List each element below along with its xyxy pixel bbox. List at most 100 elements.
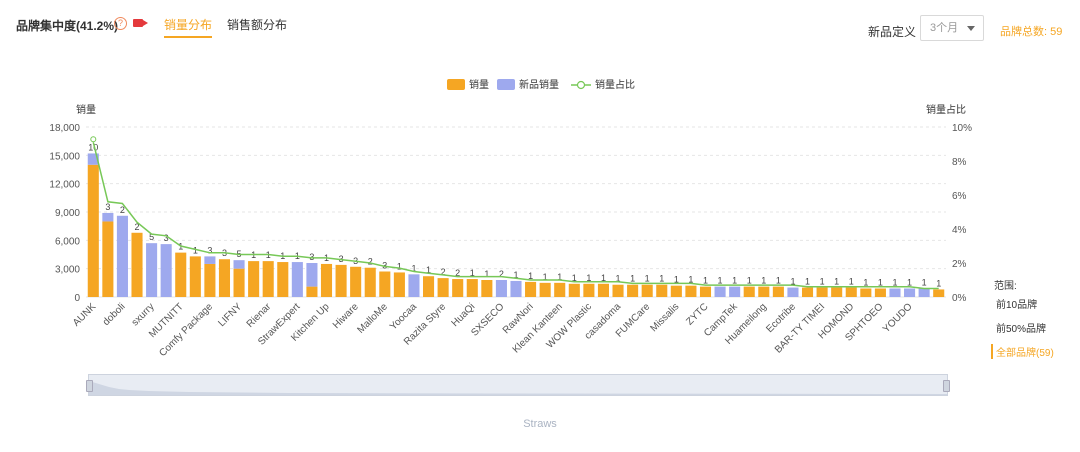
bar-new-sales [510,280,522,297]
y2-tick-label: 0% [952,293,967,304]
bar-sales [670,285,682,297]
y2-tick-label: 2% [952,259,967,270]
x-tick-label: AUNK [71,301,99,329]
slider-handle-left[interactable] [86,380,93,392]
bar-count-label: 1 [834,277,839,287]
bar-sales [641,284,653,297]
chart-title: 品牌集中度(41.2%) [16,19,119,33]
share-marker [90,136,97,143]
bar-sales [845,287,857,297]
bar-count-label: 1 [703,276,708,286]
range-top10[interactable]: 前10品牌 [996,300,1038,311]
x-tick-label: HuaQi [450,301,478,329]
slider-label: Straws [523,418,557,430]
bar-sales [189,256,201,297]
bar-count-label: 2 [120,205,125,215]
range-all[interactable]: 全部品牌(59) [991,344,1054,359]
bar-count-label: 1 [805,277,810,287]
bar-count-label: 1 [411,263,416,273]
bar-sales [772,286,784,297]
bar-count-label: 1 [616,274,621,284]
bar-count-label: 1 [601,273,606,283]
bar-count-label: 1 [586,273,591,283]
help-icon[interactable]: ? [114,17,127,30]
bar-sales [277,262,289,297]
range-top50pct[interactable]: 前50%品牌 [996,324,1047,335]
bar-count-label: 2 [455,268,460,278]
tab-sales-distribution[interactable]: 销量分布 [164,16,213,38]
slider-preview-area [89,381,947,395]
bar-new-sales [889,288,901,297]
bar-sales [393,272,405,297]
bar-sales [452,279,464,297]
new-product-definition-select[interactable]: 3个月 [920,15,984,41]
bar-count-label: 1 [397,261,402,271]
bar-new-sales [87,153,99,165]
bar-sales [801,287,814,297]
y-tick-label: 15,000 [49,151,80,162]
bar-count-label: 1 [426,265,431,275]
bar-count-label: 1 [776,276,781,286]
bar-count-label: 1 [688,275,693,285]
bar-sales [87,164,99,297]
bar-count-label: 1 [193,245,198,255]
bar-new-sales [102,212,114,222]
bar-new-sales [116,215,128,297]
bar-count-label: 2 [135,222,140,232]
legend-label: 销量 [469,78,489,91]
tab-revenue-distribution[interactable]: 销售额分布 [227,18,288,32]
bar-sales [656,284,668,297]
video-icon[interactable] [133,19,148,27]
legend-swatch [497,79,515,90]
bar-count-label: 1 [674,275,679,285]
bar-sales [306,286,318,297]
y-tick-label: 6,000 [55,236,80,247]
bar-sales [627,284,639,297]
bar-sales [525,281,537,297]
chevron-down-icon [967,26,975,31]
bar-new-sales [146,243,158,297]
bar-sales [583,283,595,297]
bar-sales [204,263,216,297]
x-tick-label: sxurry [130,301,157,328]
bar-count-label: 5 [149,232,154,242]
bar-sales [816,287,828,297]
bar-new-sales [918,288,930,297]
y2-tick-label: 10% [952,123,972,134]
bar-sales [233,268,245,297]
bar-sales [218,259,231,297]
bar-count-label: 1 [470,268,475,278]
y-tick-label: 18,000 [49,123,80,134]
legend-label: 新品销量 [519,78,559,91]
bar-sales [350,266,362,297]
bar-new-sales [233,260,245,269]
new-product-definition-label: 新品定义 [868,25,917,39]
y-axis-label: 销量 [76,103,96,116]
y2-tick-label: 8% [952,157,967,168]
bar-sales [102,221,114,297]
bar-new-sales [904,288,916,297]
y2-tick-label: 6% [952,191,967,202]
x-tick-label: Missalis [649,301,682,334]
bar-sales [320,263,333,297]
bar-sales [248,261,260,297]
slider-handle-right[interactable] [943,380,950,392]
slider-preview [89,381,947,395]
bar-sales [175,252,187,297]
y-tick-label: 9,000 [55,208,80,219]
bar-new-sales [714,286,726,297]
bar-sales [743,286,755,297]
legend-marker [576,80,586,90]
bar-sales [568,283,580,297]
bar-count-label: 1 [484,269,489,279]
bar-sales [874,288,886,297]
bar-sales [758,286,770,297]
bar-sales [860,288,872,297]
bar-new-sales [787,287,799,297]
share-line [92,142,939,290]
x-tick-label: MalloMe [355,301,390,336]
bar-sales [831,287,843,297]
zoom-slider[interactable] [86,374,950,396]
bar-count-label: 1 [732,276,737,286]
